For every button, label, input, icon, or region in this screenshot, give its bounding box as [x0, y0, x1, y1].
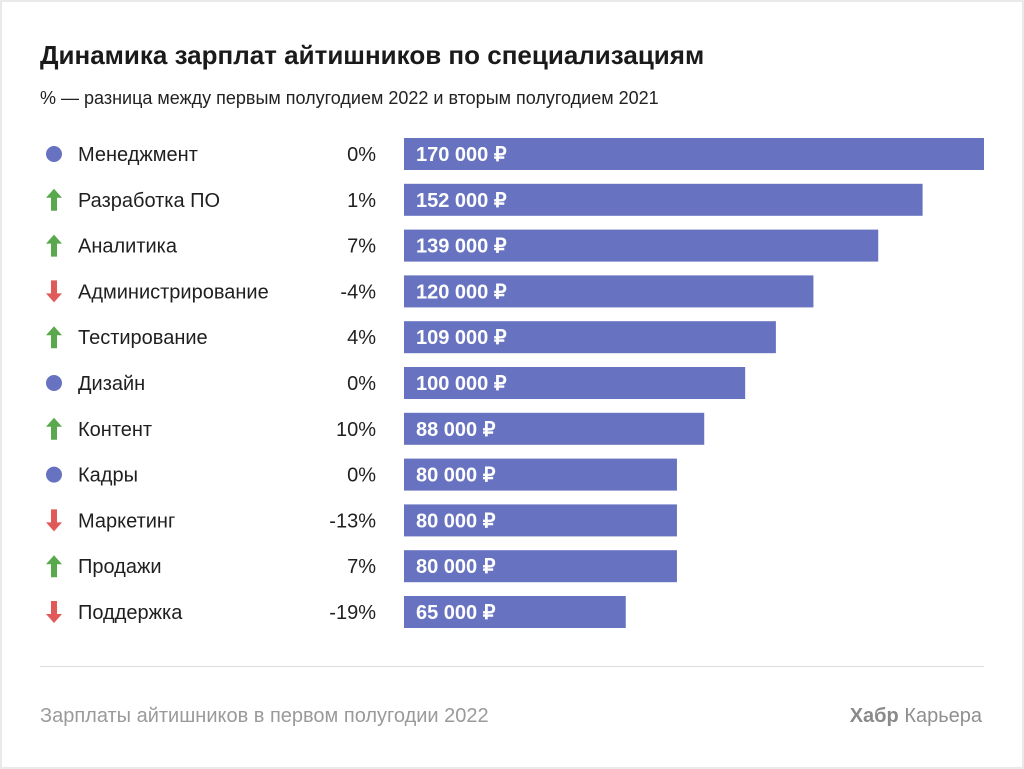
- bar-value-label: 170 000 ₽: [416, 144, 507, 166]
- neutral-dot-icon: [46, 146, 62, 162]
- arrow-up-icon: [46, 417, 62, 440]
- change-label: 7%: [347, 236, 376, 258]
- bar: [404, 367, 746, 399]
- bar: [404, 412, 705, 445]
- bar: [404, 229, 879, 262]
- bar: [404, 275, 814, 308]
- bar-value-label: 100 000 ₽: [416, 373, 507, 395]
- brand-name-bold: Хабр: [849, 705, 899, 727]
- arrow-up-shape: [46, 555, 62, 578]
- arrow-up-icon: [46, 326, 62, 349]
- category-label: Контент: [78, 419, 152, 441]
- change-label: 4%: [347, 327, 376, 349]
- footer-divider: [40, 666, 984, 667]
- bar: [404, 183, 923, 216]
- bar-value-label: 109 000 ₽: [416, 327, 507, 349]
- category-label: Поддержка: [78, 602, 183, 624]
- bar: [404, 321, 776, 354]
- change-label: 0%: [347, 144, 376, 166]
- arrow-up-shape: [46, 188, 62, 211]
- change-label: 7%: [347, 556, 376, 578]
- arrow-down-shape: [46, 601, 62, 623]
- bar-value-label: 65 000 ₽: [416, 602, 496, 624]
- neutral-dot-icon: [46, 375, 62, 391]
- footer-brand: Хабр Карьера: [850, 705, 982, 728]
- bar-value-label: 80 000 ₽: [416, 465, 496, 487]
- bar: [404, 504, 677, 537]
- change-label: 1%: [347, 190, 376, 212]
- arrow-up-icon: [46, 234, 62, 257]
- arrow-up-icon: [46, 188, 62, 211]
- arrow-down-shape: [46, 280, 62, 303]
- bar: [404, 138, 984, 170]
- brand-name-rest: Карьера: [904, 705, 982, 727]
- category-label: Дизайн: [78, 373, 145, 395]
- arrow-up-icon: [46, 555, 62, 578]
- bar-value-label: 120 000 ₽: [416, 281, 507, 303]
- arrow-up-shape: [46, 234, 62, 257]
- footer-source: Зарплаты айтишников в первом полугодии 2…: [40, 705, 489, 727]
- arrow-up-shape: [46, 417, 62, 440]
- change-label: 0%: [347, 373, 376, 395]
- category-label: Разработка ПО: [78, 190, 220, 212]
- category-label: Маркетинг: [78, 510, 175, 532]
- bar-value-label: 80 000 ₽: [416, 556, 496, 578]
- arrow-down-shape: [46, 509, 62, 532]
- arrow-down-icon: [46, 509, 62, 532]
- bar-value-label: 80 000 ₽: [416, 510, 496, 532]
- arrow-down-icon: [46, 601, 62, 623]
- category-label: Менеджмент: [78, 144, 198, 166]
- category-label: Аналитика: [78, 236, 178, 258]
- category-label: Продажи: [78, 556, 162, 578]
- bar-value-label: 88 000 ₽: [416, 419, 496, 441]
- category-label: Кадры: [78, 465, 138, 487]
- change-label: 0%: [347, 465, 376, 487]
- change-label: -19%: [329, 602, 376, 624]
- bar-value-label: 139 000 ₽: [416, 236, 507, 258]
- category-label: Тестирование: [78, 327, 208, 349]
- bar: [404, 550, 677, 583]
- chart-subtitle: % — разница между первым полугодием 2022…: [40, 88, 659, 108]
- chart-title: Динамика зарплат айтишников по специализ…: [40, 40, 705, 70]
- arrow-down-icon: [46, 280, 62, 303]
- bar: [404, 596, 626, 628]
- neutral-dot-icon: [46, 466, 62, 483]
- change-label: 10%: [336, 419, 376, 441]
- change-label: -4%: [340, 281, 376, 303]
- bar: [404, 458, 677, 491]
- category-label: Администрирование: [78, 281, 269, 303]
- arrow-up-shape: [46, 326, 62, 349]
- change-label: -13%: [329, 510, 376, 532]
- bar-value-label: 152 000 ₽: [416, 190, 507, 212]
